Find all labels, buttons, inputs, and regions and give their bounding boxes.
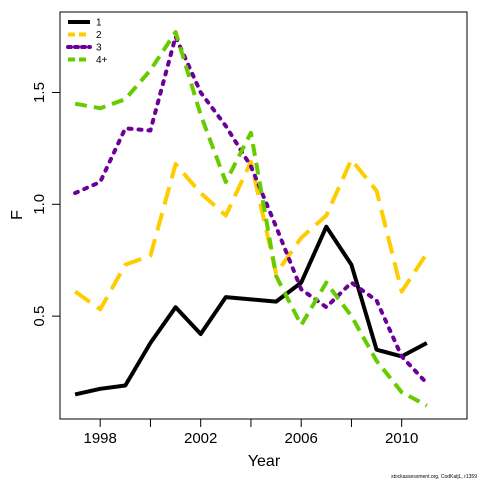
series-line-4 xyxy=(74,30,428,408)
x-tick-label: 2010 xyxy=(385,430,418,447)
series-layer xyxy=(73,30,429,408)
legend: 12 34+ xyxy=(66,18,108,66)
x-axis: 1998 2002 2006 2010 xyxy=(84,419,418,447)
x-tick-label: 1998 xyxy=(84,430,117,447)
series-line-2 xyxy=(73,157,429,312)
series-line-3 xyxy=(73,34,429,386)
x-tick-label: 2002 xyxy=(184,430,217,447)
legend-label-4: 4+ xyxy=(96,55,108,66)
legend-label-1: 1 xyxy=(96,18,102,29)
y-axis: 0.5 1.0 1.5 xyxy=(31,82,60,327)
plot-frame xyxy=(59,11,468,420)
series-line-1 xyxy=(74,224,428,397)
y-tick-label: 0.5 xyxy=(31,306,48,327)
y-tick-label: 1.0 xyxy=(31,194,48,215)
footnote: stockassessment.org, CodKatjL, r1359 xyxy=(391,474,477,480)
y-axis-title: F xyxy=(9,210,26,220)
legend-label-2: 2 xyxy=(96,30,102,41)
x-axis-title: Year xyxy=(248,453,281,470)
y-tick-label: 1.5 xyxy=(31,82,48,103)
x-tick-label: 2006 xyxy=(284,430,317,447)
legend-label-3: 3 xyxy=(96,43,102,54)
